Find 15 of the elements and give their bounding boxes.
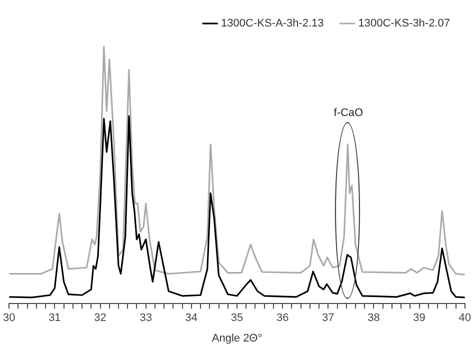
x-tick-label: 36	[276, 312, 289, 324]
x-tick-label: 39	[413, 312, 426, 324]
x-tick-label: 34	[185, 312, 198, 324]
legend-label: 1300C-KS-3h-2.07	[358, 18, 450, 30]
x-tick-label: 40	[458, 312, 472, 324]
annotation: f-CaO	[334, 106, 364, 119]
x-tick-label: 35	[230, 312, 244, 324]
x-tick-label: 32	[94, 312, 106, 324]
x-tick-label: 31	[48, 312, 61, 324]
legend-label: 1300C-KS-A-3h-2.13	[221, 18, 324, 30]
x-tick-label: 38	[368, 312, 380, 324]
x-axis-title: Angle 2Θ°	[212, 332, 262, 344]
x-tick-label: 37	[322, 312, 334, 324]
x-tick-label: 30	[2, 312, 16, 324]
x-tick-label: 33	[140, 312, 152, 324]
